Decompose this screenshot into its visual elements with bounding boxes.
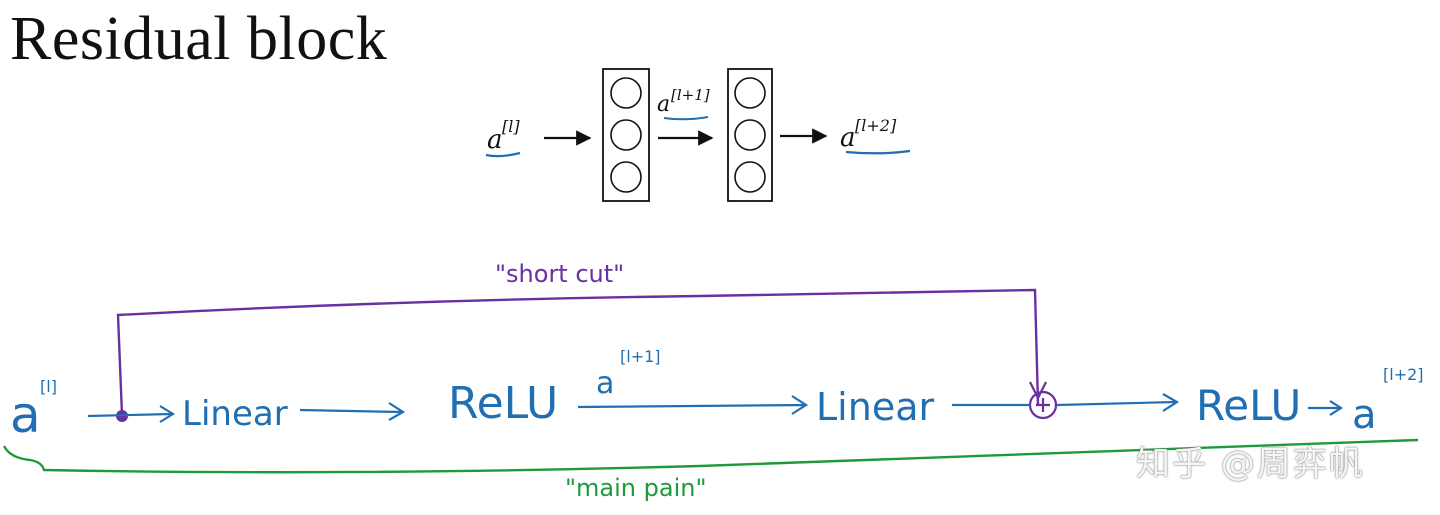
top-layer-1-neuron-3 (610, 161, 642, 193)
linear-2-label: Linear (816, 385, 934, 429)
watermark: 知乎 @周弈帆 (1136, 444, 1365, 484)
main-path-arrows (87, 393, 1344, 423)
main-mid-superscript: [l+1] (620, 347, 661, 366)
main-output-superscript: [l+2] (1383, 365, 1424, 384)
top-layer-2-neuron-2 (734, 119, 766, 151)
shortcut-label: "short cut" (495, 260, 624, 288)
top-layer-2-box (727, 68, 773, 202)
main-path-bracket: "main pain" (2, 438, 1419, 502)
shortcut-line (116, 288, 1040, 416)
top-layer-1-neuron-1 (610, 77, 642, 109)
main-path-line (2, 438, 1419, 474)
top-output-superscript: [l+2] (855, 116, 897, 135)
top-network-diagram: a [l] a [l+1] a [l+2] (485, 68, 911, 202)
shortcut-arrowhead (1029, 381, 1047, 401)
main-mid-a: a (596, 366, 614, 401)
shortcut-path: "short cut" (116, 260, 1058, 422)
top-input-superscript: [l] (502, 117, 520, 136)
main-arrow-4b (1056, 393, 1180, 412)
main-arrow-2 (299, 402, 406, 421)
top-mid-underline (663, 116, 709, 121)
relu-1-label: ReLU (448, 378, 558, 429)
top-layer-1-neuron-2 (610, 119, 642, 151)
main-input-superscript: [l] (40, 377, 57, 396)
main-arrow-3 (577, 395, 809, 415)
top-output-label: a (840, 123, 856, 153)
main-output-a: a (1352, 392, 1377, 438)
main-path-label: "main pain" (565, 474, 707, 502)
main-arrow-5 (1308, 400, 1344, 416)
page-title: Residual block (10, 5, 388, 73)
addition-plus-icon (1036, 398, 1050, 412)
top-input-label: a (487, 125, 503, 155)
top-layer-2-neuron-3 (734, 161, 766, 193)
linear-1-label: Linear (182, 394, 288, 434)
top-mid-superscript: [l+1] (671, 86, 710, 104)
main-arrow-1 (87, 405, 176, 423)
top-input-underline (485, 151, 521, 158)
top-output-underline (845, 149, 911, 155)
relu-2-label: ReLU (1196, 381, 1301, 430)
main-path-row: a [l] Linear ReLU a [l+1] Linear ReLU a … (10, 347, 1424, 444)
main-input-a: a (10, 386, 41, 444)
top-mid-label: a (657, 92, 670, 117)
top-layer-2-neuron-1 (734, 77, 766, 109)
top-layer-1-box (602, 68, 650, 202)
